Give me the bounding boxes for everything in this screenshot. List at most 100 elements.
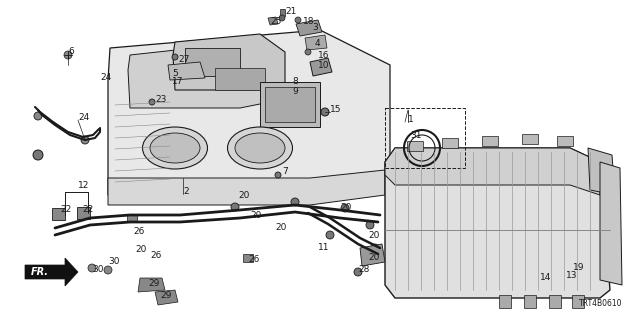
Text: 26: 26 <box>248 255 259 265</box>
Circle shape <box>64 51 72 59</box>
Text: 27: 27 <box>178 55 189 65</box>
Circle shape <box>371 244 379 252</box>
Text: 29: 29 <box>148 279 159 289</box>
Bar <box>265 87 315 122</box>
Polygon shape <box>572 295 584 308</box>
Circle shape <box>149 99 155 105</box>
Circle shape <box>81 136 89 144</box>
Text: 25: 25 <box>270 18 282 27</box>
Polygon shape <box>310 58 332 76</box>
Text: 16: 16 <box>318 51 330 60</box>
Text: 10: 10 <box>318 61 330 70</box>
Polygon shape <box>385 148 600 195</box>
Bar <box>260 82 320 127</box>
Text: 12: 12 <box>78 180 90 189</box>
Polygon shape <box>155 290 178 305</box>
Polygon shape <box>138 278 165 292</box>
Ellipse shape <box>235 133 285 163</box>
Ellipse shape <box>143 127 207 169</box>
Text: 21: 21 <box>285 7 296 17</box>
Circle shape <box>321 108 329 116</box>
Polygon shape <box>524 295 536 308</box>
Ellipse shape <box>227 127 292 169</box>
Text: 20: 20 <box>135 245 147 254</box>
Polygon shape <box>360 244 385 266</box>
Text: 13: 13 <box>566 271 577 281</box>
Text: TRT4B0610: TRT4B0610 <box>579 299 622 308</box>
Circle shape <box>326 231 334 239</box>
Polygon shape <box>77 207 90 219</box>
Polygon shape <box>482 136 498 146</box>
Polygon shape <box>522 134 538 144</box>
Text: 20: 20 <box>340 204 351 212</box>
Text: 28: 28 <box>358 266 369 275</box>
Polygon shape <box>168 62 205 80</box>
Circle shape <box>291 198 299 206</box>
Text: FR.: FR. <box>31 267 49 277</box>
Text: 29: 29 <box>160 291 172 300</box>
Text: 20: 20 <box>250 211 261 220</box>
Polygon shape <box>557 136 573 146</box>
Circle shape <box>305 49 311 55</box>
Text: 26: 26 <box>133 228 145 236</box>
Circle shape <box>366 221 374 229</box>
Circle shape <box>354 268 362 276</box>
Polygon shape <box>108 30 390 195</box>
Bar <box>185 48 240 76</box>
Circle shape <box>279 15 285 21</box>
Text: 18: 18 <box>303 18 314 27</box>
Bar <box>215 68 265 90</box>
Polygon shape <box>549 295 561 308</box>
Text: 7: 7 <box>282 167 288 177</box>
Text: 30: 30 <box>92 266 104 275</box>
Text: 1: 1 <box>408 116 413 124</box>
Circle shape <box>33 150 43 160</box>
Text: 8: 8 <box>292 77 298 86</box>
Text: 14: 14 <box>540 274 552 283</box>
Text: 23: 23 <box>155 95 166 105</box>
Circle shape <box>231 203 239 211</box>
Polygon shape <box>128 42 280 108</box>
Circle shape <box>104 266 112 274</box>
Polygon shape <box>588 148 615 195</box>
Polygon shape <box>407 141 423 151</box>
Text: 30: 30 <box>108 258 120 267</box>
Circle shape <box>275 172 281 178</box>
Bar <box>385 108 465 168</box>
Polygon shape <box>305 35 327 50</box>
Text: 5: 5 <box>172 68 178 77</box>
Circle shape <box>341 204 349 212</box>
Text: 15: 15 <box>330 106 342 115</box>
Polygon shape <box>268 17 278 25</box>
Text: 4: 4 <box>315 38 321 47</box>
Polygon shape <box>173 34 285 90</box>
Text: 20: 20 <box>368 253 380 262</box>
Polygon shape <box>280 9 285 16</box>
Polygon shape <box>385 148 610 298</box>
Text: 17: 17 <box>172 77 184 86</box>
Text: 20: 20 <box>275 223 286 233</box>
Polygon shape <box>108 170 385 205</box>
Circle shape <box>172 54 178 60</box>
Text: 24: 24 <box>100 74 111 83</box>
Text: 9: 9 <box>292 87 298 97</box>
Text: 31: 31 <box>410 131 422 140</box>
Polygon shape <box>600 162 622 285</box>
Circle shape <box>295 17 301 23</box>
Polygon shape <box>243 254 253 262</box>
Polygon shape <box>499 295 511 308</box>
Circle shape <box>88 264 96 272</box>
Text: 19: 19 <box>573 263 584 273</box>
Text: 11: 11 <box>318 244 330 252</box>
Text: 6: 6 <box>68 47 74 57</box>
Polygon shape <box>127 214 137 222</box>
Text: 20: 20 <box>368 230 380 239</box>
Circle shape <box>34 112 42 120</box>
Polygon shape <box>52 208 65 220</box>
Polygon shape <box>296 20 322 36</box>
Text: 22: 22 <box>82 205 93 214</box>
Text: 3: 3 <box>312 23 317 33</box>
Polygon shape <box>442 138 458 148</box>
Polygon shape <box>25 258 78 286</box>
Ellipse shape <box>150 133 200 163</box>
